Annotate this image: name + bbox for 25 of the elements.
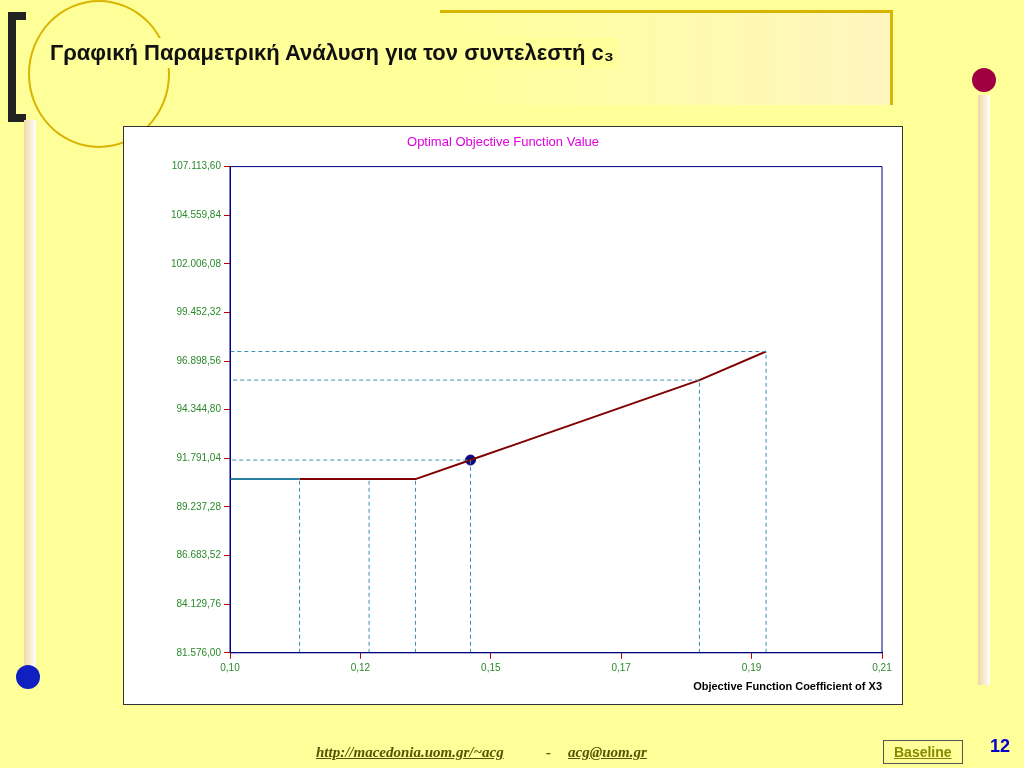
text: Baseline (883, 740, 963, 764)
x-axis-title: Objective Function Coefficient of X3 (693, 680, 882, 693)
chart-title: Γραφική Παραμετρική Ανάλυση για τον συντελεστή c₃ (46, 38, 618, 68)
x-tick-label: 0,21 (872, 661, 893, 673)
text: 12 (990, 736, 1011, 757)
text: http://macedonia.uom.gr/~acg (316, 744, 504, 761)
x-tick-label: 0,19 (741, 661, 762, 673)
x-tick-label: 0,17 (611, 661, 632, 673)
y-tick-label: 99.452,32 (176, 306, 222, 318)
y-tick-label: 81.576,00 (176, 646, 222, 658)
y-tick-label: 86.683,52 (176, 549, 222, 561)
y-tick-label: 107.113,60 (171, 160, 222, 172)
y-tick-label: 104.559,84 (170, 208, 222, 220)
x-tick-label: 0,15 (481, 661, 501, 673)
y-tick-label: 89.237,28 (176, 500, 222, 512)
chart-subtitle: Optimal Objective Function Value (407, 134, 599, 150)
text: acg@uom.gr (568, 744, 647, 761)
y-tick-label: 102.006,08 (170, 257, 222, 269)
text: - (546, 744, 551, 761)
x-tick-label: 0,10 (220, 661, 241, 673)
y-tick-label: 94.344,80 (176, 403, 222, 415)
x-tick-label: 0,12 (350, 661, 371, 673)
y-tick-label: 91.791,04 (176, 452, 222, 464)
y-tick-label: 84.129,76 (176, 597, 222, 609)
y-tick-label: 96.898,56 (176, 354, 222, 366)
